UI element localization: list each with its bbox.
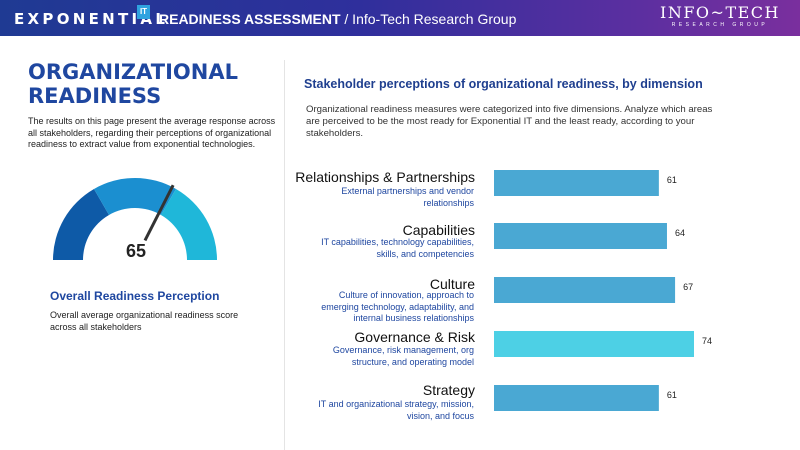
logo-main-text: INFO~TECH xyxy=(660,3,780,22)
bar-4 xyxy=(494,331,694,357)
bar-value-label: 61 xyxy=(667,390,677,400)
dimension-description: External partnerships and vendor relatio… xyxy=(341,186,474,208)
dimension-name: Capabilities xyxy=(402,222,475,238)
gauge-segment xyxy=(53,188,109,260)
intro-text: The results on this page present the ave… xyxy=(28,116,276,149)
bar-5 xyxy=(494,385,659,411)
orp-description: Overall average organizational readiness… xyxy=(50,310,239,332)
dimension-description: Culture of innovation, approach to emerg… xyxy=(321,290,474,323)
dimension-name: Culture xyxy=(429,276,475,292)
readiness-gauge xyxy=(53,178,217,260)
gauge-segment xyxy=(161,188,217,260)
brand-it-badge: IT xyxy=(137,5,150,19)
infotech-logo: INFO~TECH RESEARCH GROUP xyxy=(660,5,780,29)
bar-2 xyxy=(494,223,667,249)
bar-1 xyxy=(494,170,659,196)
dimension-description: Governance, risk management, org structu… xyxy=(332,345,474,367)
panel-divider xyxy=(284,60,285,450)
dimension-name: Governance & Risk xyxy=(354,329,475,345)
brand-name: EXPONENTIAL xyxy=(14,10,169,28)
chart-title: Stakeholder perceptions of organizationa… xyxy=(304,77,703,91)
bar-value-label: 74 xyxy=(702,336,712,346)
bar-value-label: 64 xyxy=(675,228,685,238)
assessment-title: READINESS ASSESSMENT / Info-Tech Researc… xyxy=(159,11,516,27)
dimension-name: Relationships & Partnerships xyxy=(295,169,475,185)
org-label: / Info-Tech Research Group xyxy=(340,11,517,27)
page-title: ORGANIZATIONAL READINESS xyxy=(28,60,238,108)
gauge-needle xyxy=(143,184,175,242)
header-bar: EXPONENTIAL IT READINESS ASSESSMENT / In… xyxy=(0,0,800,36)
assessment-label: READINESS ASSESSMENT xyxy=(159,11,341,27)
bar-value-label: 61 xyxy=(667,175,677,185)
dimension-description: IT and organizational strategy, mission,… xyxy=(318,399,474,421)
chart-description: Organizational readiness measures were c… xyxy=(306,104,713,139)
gauge-segment xyxy=(94,178,176,215)
bar-value-label: 67 xyxy=(683,282,693,292)
logo-sub-text: RESEARCH GROUP xyxy=(671,22,769,28)
bar-3 xyxy=(494,277,676,303)
dimension-description: IT capabilities, technology capabilities… xyxy=(321,237,474,259)
dimension-bar-chart: 61 64 67 74 61 xyxy=(494,170,712,411)
dimension-name: Strategy xyxy=(422,382,475,398)
orp-title: Overall Readiness Perception xyxy=(50,289,220,303)
gauge-value: 65 xyxy=(125,241,147,261)
